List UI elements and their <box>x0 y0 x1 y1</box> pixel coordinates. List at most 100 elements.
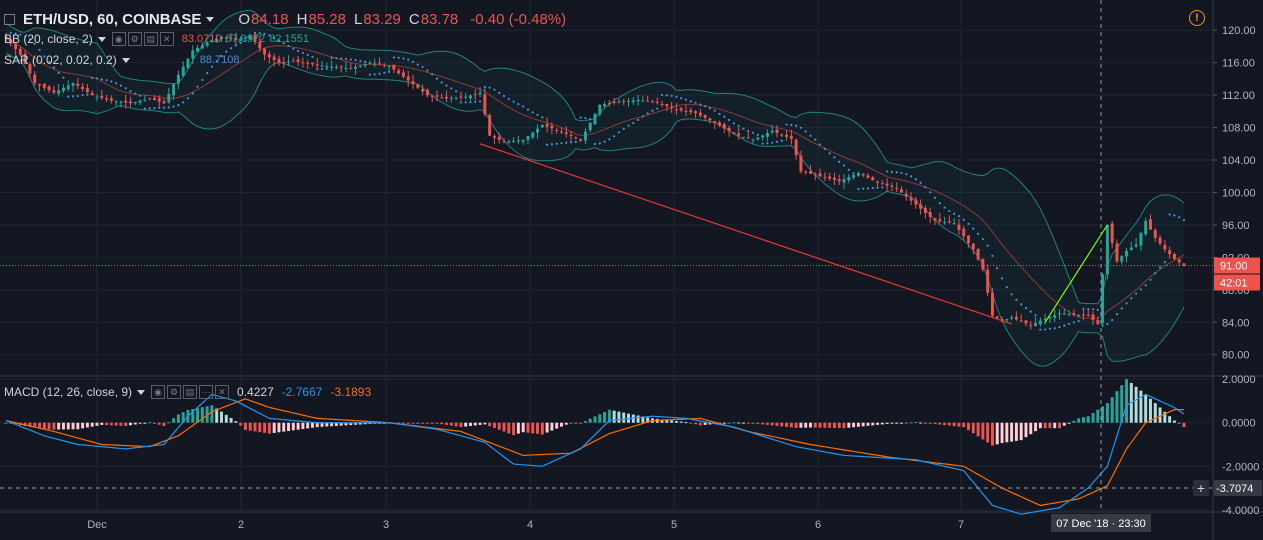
visibility-icon[interactable]: ◉ <box>151 385 166 399</box>
chevron-down-icon[interactable] <box>97 36 106 42</box>
sar-dot <box>186 97 190 100</box>
candle-body <box>631 100 635 103</box>
macd-histogram-bar <box>737 422 741 424</box>
macd-histogram-bar <box>33 422 37 428</box>
sar-dot <box>153 106 156 110</box>
candle-body <box>133 102 137 104</box>
visibility-icon[interactable]: ◉ <box>111 32 126 46</box>
sar-dot <box>445 84 448 87</box>
candle-body <box>536 128 540 133</box>
sar-dot <box>483 85 486 89</box>
macd-histogram-bar <box>583 421 587 423</box>
macd-histogram-bar <box>4 422 8 424</box>
candle-body <box>282 62 286 64</box>
candle-body <box>224 36 228 38</box>
candle-body <box>478 92 482 95</box>
close-icon[interactable]: ✕ <box>215 385 230 399</box>
macd-histogram-bar <box>1029 422 1033 435</box>
macd-histogram-bar <box>1043 422 1047 429</box>
macd-histogram-bar <box>909 422 913 424</box>
sar-dot <box>431 73 434 76</box>
collapse-icon[interactable] <box>4 13 15 25</box>
source-icon[interactable]: ▤ <box>183 385 198 399</box>
sar-dot <box>584 116 587 120</box>
macd-histogram-bar <box>957 422 961 427</box>
macd-histogram-bar <box>1158 407 1162 423</box>
macd-histogram-bar <box>478 422 482 425</box>
candle-body <box>243 37 247 39</box>
candle-body <box>152 98 156 100</box>
macd-histogram-bar <box>890 422 894 424</box>
candle-body <box>665 104 669 107</box>
sar-dot <box>718 112 721 116</box>
settings-icon[interactable]: ⚙ <box>167 385 182 399</box>
close-value: 83.78 <box>420 10 459 28</box>
sar-dot <box>1178 216 1181 219</box>
sar-dot <box>402 57 405 60</box>
symbol-header: ETH/USD, 60, COINBASE O 84.18 H 85.28 L 83.… <box>4 8 566 30</box>
sar-dot <box>1000 277 1004 280</box>
candle-body <box>617 101 621 103</box>
sar-dot <box>28 38 32 41</box>
sar-dot <box>622 127 625 130</box>
macd-histogram-bar <box>344 422 348 426</box>
candle-body <box>526 136 530 140</box>
macd-histogram-bar <box>105 422 109 426</box>
candle-body <box>775 129 779 133</box>
time-tick-label: 4 <box>527 519 533 531</box>
macd-histogram-bar <box>952 422 956 427</box>
candle-body <box>310 62 314 65</box>
candle-body <box>378 63 381 65</box>
sar-dot <box>1058 325 1061 329</box>
chevron-down-icon[interactable] <box>137 389 146 395</box>
sar-indicator-legend[interactable]: SAR (0.02, 0.02, 0.2) 88.7108 <box>4 53 240 67</box>
macd-histogram-bar <box>622 412 626 423</box>
close-icon[interactable]: ✕ <box>159 32 174 46</box>
macd-histogram-bar <box>1139 390 1143 423</box>
sar-dot <box>517 103 520 106</box>
sar-dot <box>282 41 285 45</box>
macd-histogram-bar <box>856 422 860 427</box>
settings-icon[interactable]: ⚙ <box>127 32 142 46</box>
candle-body <box>387 65 391 67</box>
warning-icon[interactable]: ! <box>1189 10 1205 26</box>
sar-dot <box>732 122 735 125</box>
candle-body <box>205 42 209 46</box>
chevron-down-icon[interactable] <box>121 57 130 63</box>
macd-histogram-bar <box>636 415 640 423</box>
sar-dot <box>1173 214 1176 217</box>
macd-histogram-bar <box>775 422 779 426</box>
candle-body <box>1005 319 1009 321</box>
macd-histogram-bar <box>425 422 429 424</box>
source-icon[interactable]: ▤ <box>143 32 158 46</box>
sar-dot <box>364 60 367 63</box>
candle-body <box>569 135 573 137</box>
macd-histogram-bar <box>267 422 271 434</box>
sar-dot <box>1067 322 1071 326</box>
more-icon[interactable]: ⋯ <box>199 385 214 399</box>
macd-histogram-bar <box>61 422 65 430</box>
macd-histogram-bar <box>57 422 61 430</box>
sar-dot <box>1163 261 1166 264</box>
candle-body <box>349 68 353 70</box>
macd-histogram-bar <box>133 422 137 425</box>
bb-indicator-legend[interactable]: BB (20, close, 2) ◉ ⚙ ▤ ✕ 83.0710 87.9972 8… <box>4 32 309 46</box>
macd-histogram-bar <box>809 422 812 428</box>
chevron-down-icon[interactable] <box>206 16 215 22</box>
sar-dot <box>536 113 539 117</box>
sar-dot <box>340 57 343 60</box>
candle-body <box>1177 259 1181 263</box>
macd-histogram-bar <box>804 422 808 428</box>
sar-dot <box>292 47 295 50</box>
candle-body <box>502 141 506 143</box>
sar-dot <box>751 131 755 134</box>
candle-body <box>4 35 8 39</box>
macd-indicator-legend[interactable]: MACD (12, 26, close, 9) ◉ ⚙ ▤ ⋯ ✕ 0.4227 -2.… <box>4 385 371 399</box>
sar-dot <box>565 141 568 144</box>
symbol-selector[interactable]: ETH/USD, 60, COINBASE <box>4 11 215 28</box>
candle-body <box>109 98 113 101</box>
macd-histogram-bar <box>81 422 85 429</box>
sar-dot <box>459 101 463 104</box>
